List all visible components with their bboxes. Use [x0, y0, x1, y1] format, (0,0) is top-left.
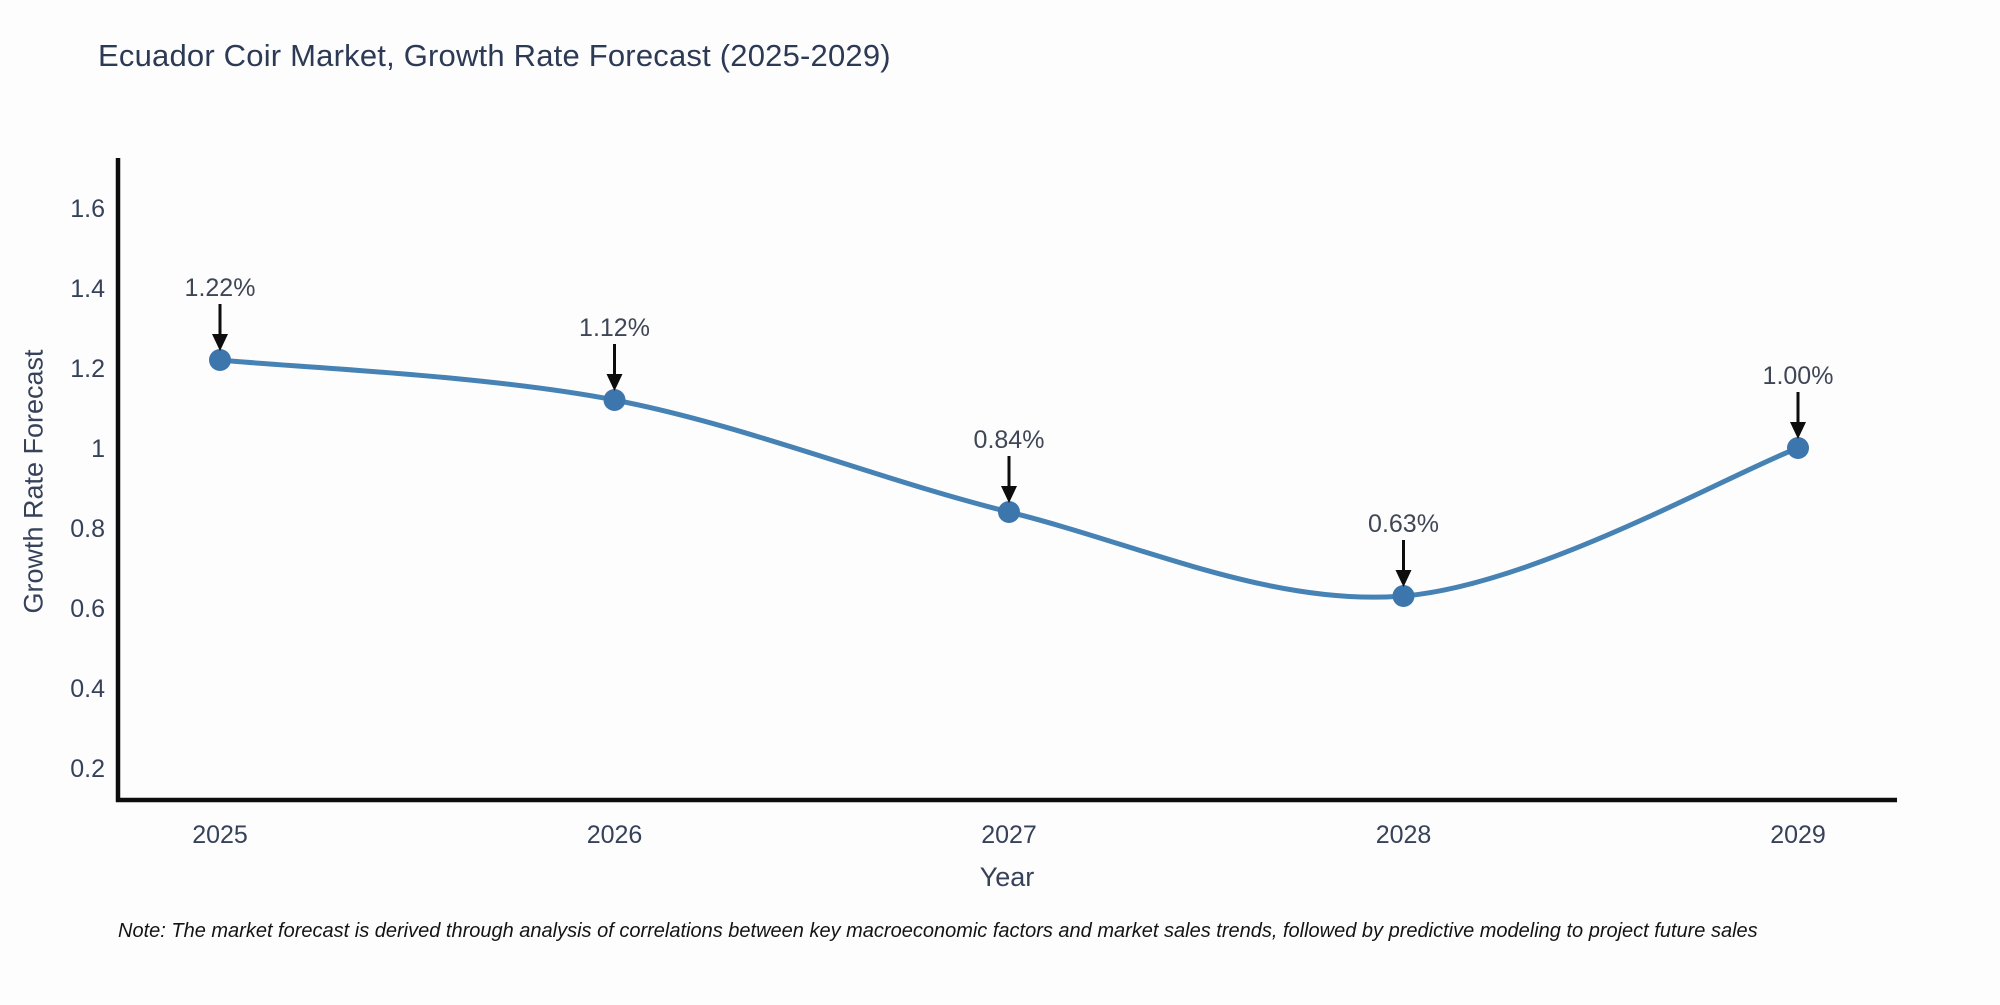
x-axis-title: Year — [979, 862, 1035, 892]
data-point-2026 — [603, 389, 626, 411]
chart-title: Ecuador Coir Market, Growth Rate Forecas… — [98, 38, 891, 73]
point-value-label: 0.84% — [974, 426, 1045, 454]
annotation-arrow-head — [1790, 422, 1806, 439]
data-point-2027 — [998, 501, 1020, 523]
y-tick-label: 0.8 — [70, 515, 105, 543]
y-tick-label: 1.6 — [70, 195, 105, 223]
data-point-2028 — [1392, 585, 1415, 607]
point-value-label: 1.12% — [579, 314, 650, 342]
y-tick-label: 0.4 — [70, 675, 105, 703]
x-tick-label: 2029 — [1770, 821, 1826, 849]
annotation-arrow-head — [212, 334, 228, 351]
data-point-2025 — [209, 349, 231, 371]
y-tick-label: 1 — [91, 435, 105, 463]
y-tick-label: 1.4 — [70, 275, 105, 303]
annotation-arrow-head — [606, 374, 623, 391]
x-tick-label: 2026 — [587, 821, 643, 849]
point-value-label: 1.22% — [185, 274, 256, 302]
footnote: Note: The market forecast is derived thr… — [118, 920, 1758, 942]
annotation-arrow-head — [1001, 486, 1017, 503]
data-point-2029 — [1787, 437, 1809, 459]
y-axis-title: Growth Rate Forecast — [18, 349, 49, 614]
y-tick-label: 0.6 — [70, 595, 105, 623]
x-tick-label: 2028 — [1376, 821, 1432, 849]
point-value-label: 0.63% — [1368, 510, 1439, 538]
point-value-label: 1.00% — [1763, 362, 1834, 390]
annotation-arrow-head — [1395, 570, 1412, 587]
x-tick-label: 2025 — [192, 821, 248, 849]
y-tick-label: 0.2 — [70, 755, 105, 783]
x-tick-label: 2027 — [981, 821, 1037, 849]
y-tick-label: 1.2 — [70, 355, 105, 383]
